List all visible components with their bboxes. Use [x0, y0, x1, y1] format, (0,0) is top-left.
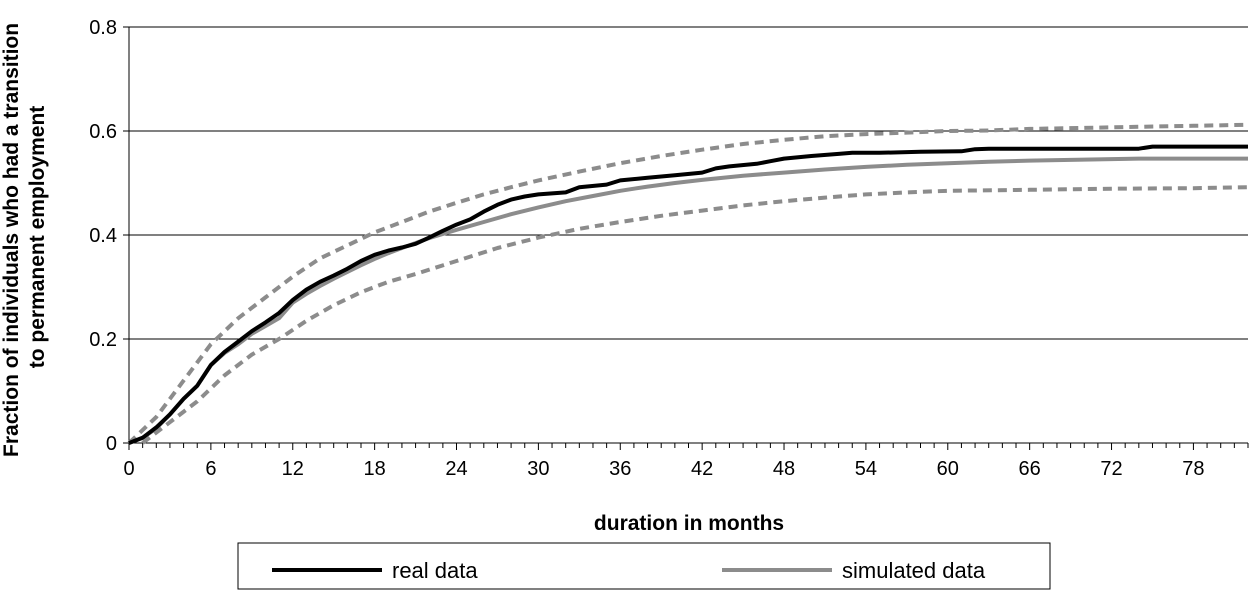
x-tick-label-3: 18 — [364, 458, 386, 480]
x-tick-label-10: 60 — [937, 458, 959, 480]
legend-label-simulated-data: simulated data — [842, 558, 986, 583]
x-tick-label-8: 48 — [773, 458, 795, 480]
x-tick-label-11: 66 — [1019, 458, 1041, 480]
x-tick-label-2: 12 — [282, 458, 304, 480]
legend: real data simulated data — [237, 542, 1051, 590]
legend-label-real-data: real data — [392, 558, 478, 583]
x-tick-label-1: 6 — [205, 458, 216, 480]
tick-labels: 0 6 12 18 24 30 36 42 48 54 60 66 72 78 0 0.2 0.4 0.6 0.8 — [89, 17, 1204, 480]
x-tick-label-12: 72 — [1100, 458, 1122, 480]
x-tick-label-5: 30 — [527, 458, 549, 480]
x-tick-label-13: 78 — [1182, 458, 1204, 480]
y-tick-label-0: 0 — [106, 433, 117, 455]
y-tick-label-1: 0.2 — [89, 329, 117, 351]
y-axis-title-line-2: to permanent employment — [26, 106, 49, 369]
y-tick-label-4: 0.8 — [89, 17, 117, 39]
x-tick-label-0: 0 — [123, 458, 134, 480]
y-tick-label-3: 0.6 — [89, 121, 117, 143]
x-tick-label-7: 42 — [691, 458, 713, 480]
x-axis-title: duration in months — [594, 512, 784, 535]
series-upper-band — [127, 122, 1249, 445]
x-tick-label-4: 24 — [445, 458, 467, 480]
x-tick-label-9: 54 — [855, 458, 877, 480]
series-lines — [127, 122, 1249, 445]
x-tick-label-6: 36 — [609, 458, 631, 480]
series-lower-band — [141, 185, 1249, 445]
series-real-data — [128, 144, 1248, 445]
y-axis-title: Fraction of individuals who had a transi… — [0, 17, 49, 457]
legend-box — [237, 542, 1051, 590]
y-tick-label-2: 0.4 — [89, 225, 117, 247]
axes — [123, 26, 1249, 450]
gridlines — [129, 26, 1248, 340]
y-axis-title-line-1: Fraction of individuals who had a transi… — [0, 23, 23, 457]
